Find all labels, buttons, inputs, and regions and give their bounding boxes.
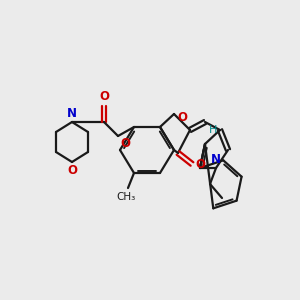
Text: CH₃: CH₃ <box>116 192 136 202</box>
Text: O: O <box>99 90 109 103</box>
Text: H: H <box>209 125 218 135</box>
Text: O: O <box>195 158 205 170</box>
Text: N: N <box>211 153 221 166</box>
Text: O: O <box>67 164 77 177</box>
Text: O: O <box>177 111 187 124</box>
Text: O: O <box>120 137 130 150</box>
Text: N: N <box>67 107 77 120</box>
